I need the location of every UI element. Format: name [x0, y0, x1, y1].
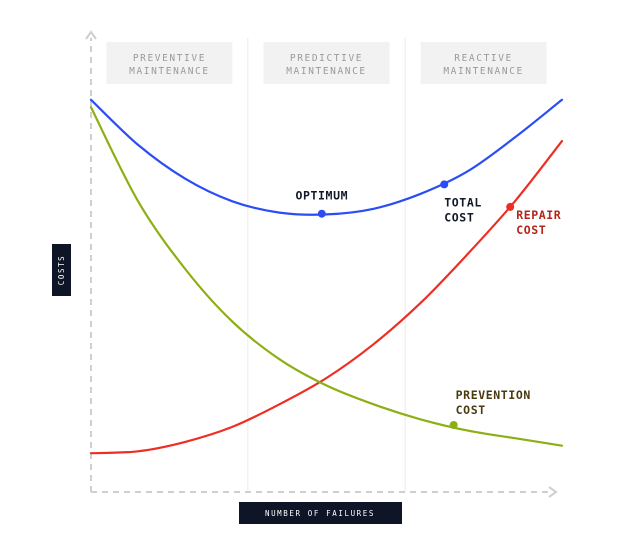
x-axis-arrow — [548, 486, 558, 498]
repair-cost-label-line1: REPAIR — [516, 208, 561, 222]
prevention-cost-marker — [449, 421, 458, 429]
total-cost-label-line1: TOTAL — [444, 195, 482, 209]
y-axis-label-badge: COSTS — [52, 244, 71, 296]
region-label-box — [263, 42, 390, 84]
maintenance-regions: PREVENTIVE MAINTENANCE PREDICTIVE MAINTENAN… — [106, 38, 547, 492]
repair-cost-curve — [89, 140, 564, 455]
prevention-cost-label-line2: COST — [456, 403, 486, 417]
total-cost-marker — [440, 180, 449, 189]
series-curves — [89, 98, 564, 455]
region-label-line1: PREDICTIVE — [290, 53, 363, 64]
repair-cost-marker — [506, 202, 515, 211]
y-axis-arrow — [85, 30, 97, 40]
x-axis-label: NUMBER OF FAILURES — [265, 509, 375, 518]
region-label-box — [420, 42, 547, 84]
total-cost-curve — [89, 98, 564, 216]
region-label-box — [106, 42, 233, 84]
region-label-line1: PREVENTIVE — [133, 53, 206, 64]
optimum-marker — [317, 209, 326, 218]
region-label-line2: MAINTENANCE — [286, 66, 367, 77]
prevention-cost-curve — [89, 106, 564, 447]
x-axis-label-badge: NUMBER OF FAILURES — [239, 502, 402, 524]
region-label-line2: MAINTENANCE — [129, 66, 210, 77]
prevention-cost-label-line1: PREVENTION — [456, 388, 531, 402]
repair-cost-label-line2: COST — [516, 223, 546, 237]
optimum-label: OPTIMUM — [295, 189, 348, 203]
axes — [85, 30, 558, 498]
region-label-line2: MAINTENANCE — [443, 66, 524, 77]
y-axis-label: COSTS — [57, 255, 66, 286]
region-label-line1: REACTIVE — [454, 53, 513, 64]
total-cost-label-line2: COST — [444, 210, 474, 224]
